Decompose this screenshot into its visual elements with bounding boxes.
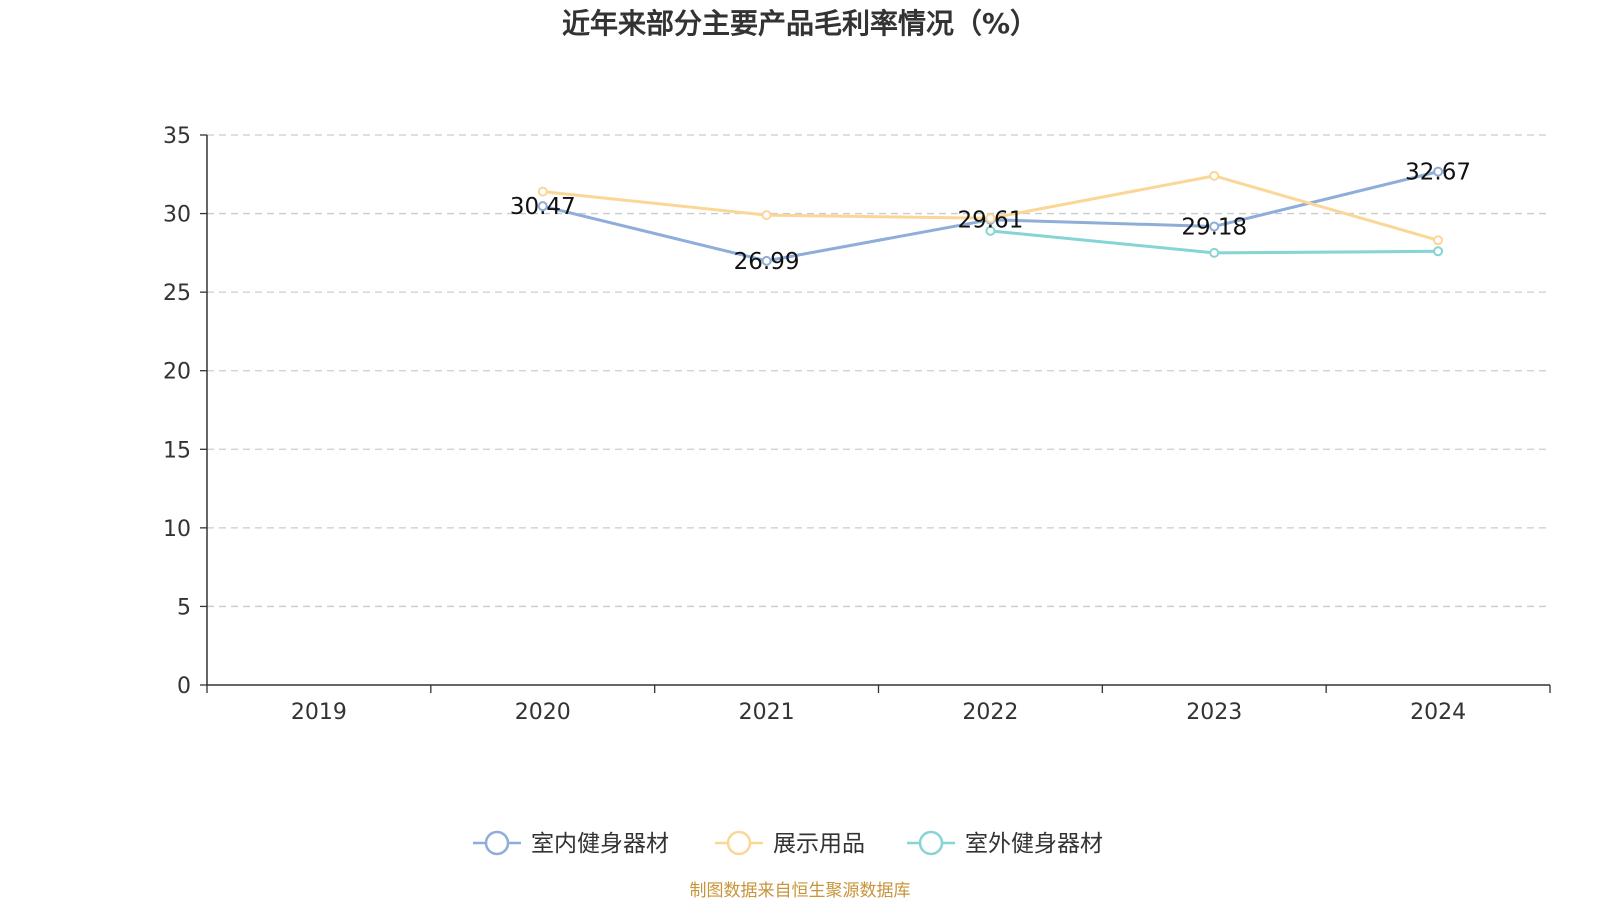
- axis-layer: 0 5 10 15 20 25 30 35 2019 2020 2021 2022 2023 2024: [163, 124, 1551, 725]
- legend-item[interactable]: 室内健身器材: [473, 830, 669, 857]
- chart-title: 近年来部分主要产品毛利率情况（%）: [561, 7, 1039, 40]
- data-point[interactable]: [985, 213, 996, 224]
- legend-marker: [918, 830, 944, 856]
- series-layer: [537, 166, 1444, 266]
- y-tick-label: 20: [163, 360, 191, 385]
- x-tick-label: 2022: [962, 700, 1018, 725]
- y-tick-label: 15: [163, 438, 191, 463]
- data-label-layer: 30.47 26.99 29.61 29.18 32.67: [510, 160, 1471, 275]
- x-tick-label: 2024: [1410, 700, 1466, 725]
- x-tick-label: 2023: [1186, 700, 1242, 725]
- data-point[interactable]: [537, 201, 548, 212]
- data-label: 29.61: [957, 208, 1023, 234]
- data-label: 29.18: [1181, 214, 1247, 240]
- data-point[interactable]: [985, 225, 996, 236]
- legend-marker: [726, 830, 752, 856]
- data-point[interactable]: [1209, 247, 1220, 258]
- legend-item[interactable]: 展示用品: [715, 830, 865, 857]
- data-point[interactable]: [1209, 170, 1220, 181]
- data-point[interactable]: [537, 186, 548, 197]
- data-point[interactable]: [761, 255, 772, 266]
- data-point[interactable]: [1433, 235, 1444, 246]
- legend-item[interactable]: 室外健身器材: [907, 830, 1103, 857]
- source-note: 制图数据来自恒生聚源数据库: [689, 881, 911, 901]
- legend-label: 展示用品: [773, 831, 865, 857]
- x-tick-label: 2021: [739, 700, 795, 725]
- data-point[interactable]: [1433, 166, 1444, 177]
- y-tick-label: 5: [177, 595, 191, 620]
- data-point[interactable]: [761, 210, 772, 221]
- legend-label: 室内健身器材: [531, 831, 669, 857]
- y-tick-label: 10: [163, 517, 191, 542]
- grid-layer: [207, 134, 1550, 608]
- y-tick-label: 0: [177, 674, 191, 699]
- legend-label: 室外健身器材: [965, 831, 1103, 857]
- x-tick-label: 2019: [291, 700, 347, 725]
- data-label: 26.99: [734, 249, 800, 275]
- y-tick-label: 35: [163, 124, 191, 149]
- y-tick-label: 30: [163, 203, 191, 228]
- legend[interactable]: 室内健身器材 展示用品 室外健身器材: [473, 830, 1103, 857]
- x-tick-label: 2020: [515, 700, 571, 725]
- data-point[interactable]: [1433, 246, 1444, 257]
- data-label: 32.67: [1405, 160, 1471, 186]
- data-point[interactable]: [1209, 221, 1220, 232]
- y-tick-label: 25: [163, 281, 191, 306]
- legend-marker: [484, 830, 510, 856]
- data-label: 30.47: [510, 194, 576, 220]
